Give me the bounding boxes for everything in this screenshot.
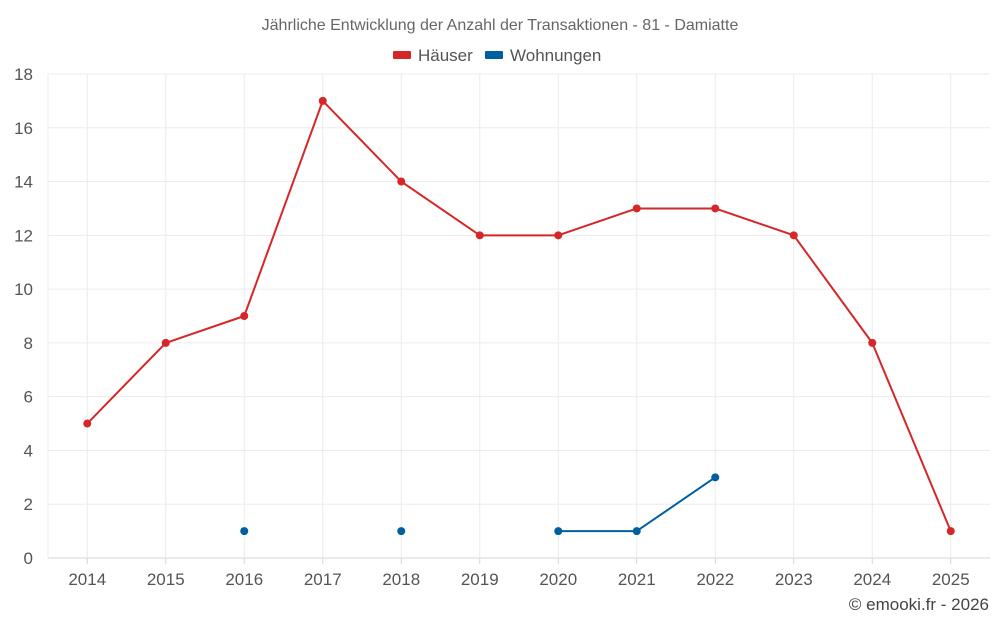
x-tick-label-2021: 2021 [618,570,656,589]
data-point-hauser-2015[interactable] [161,338,170,347]
y-tick-label-2: 2 [24,495,33,514]
x-tick-label-2023: 2023 [775,570,813,589]
axes: 0 2 4 6 8 10 12 14 16 18 2014 2015 2016 2017 2018 2019 2… [14,65,990,589]
grid [47,73,990,558]
data-point-hauser-2021[interactable] [632,204,641,213]
data-point-hauser-2016[interactable] [240,312,249,320]
x-tick-label-2025: 2025 [932,570,970,589]
series [83,96,955,536]
y-tick-label-0: 0 [24,549,33,568]
x-tick-label-2022: 2022 [696,570,734,589]
y-tick-label-18: 18 [14,65,33,84]
y-tick-label-6: 6 [24,388,33,407]
data-point-hauser-2025[interactable] [946,527,955,536]
x-tick-label-2018: 2018 [382,570,420,589]
legend-label-wohnungen[interactable]: Wohnungen [510,46,601,65]
data-point-hauser-2020[interactable] [554,231,563,240]
x-tick-label-2014: 2014 [68,570,106,589]
data-point-hauser-2018[interactable] [397,177,406,186]
copyright-credit: © emooki.fr - 2026 [849,595,989,614]
series-line-hauser [86,99,952,532]
data-point-hauser-2022[interactable] [711,204,720,213]
chart-title: Jährliche Entwicklung der Anzahl der Tra… [262,17,739,34]
y-tick-label-16: 16 [14,119,33,138]
data-point-hauser-2014[interactable] [83,419,92,428]
data-point-wohnungen-2016[interactable] [240,527,249,536]
y-tick-label-14: 14 [14,173,33,192]
legend-swatch-hauser [393,51,411,59]
x-tick-label-2024: 2024 [853,570,891,589]
data-point-wohnungen-2022[interactable] [711,473,720,482]
x-tick-label-2019: 2019 [461,570,499,589]
y-tick-label-8: 8 [24,334,33,353]
data-point-hauser-2019[interactable] [475,231,484,240]
x-tick-label-2017: 2017 [304,570,342,589]
x-tick-label-2020: 2020 [539,570,577,589]
y-tick-label-10: 10 [14,280,33,299]
data-point-wohnungen-2018[interactable] [397,527,406,536]
data-point-hauser-2023[interactable] [789,231,798,240]
y-tick-label-4: 4 [24,441,33,460]
y-tick-label-12: 12 [14,226,33,245]
legend: Häuser Wohnungen [393,46,601,65]
data-point-hauser-2017[interactable] [318,96,327,105]
series-wohnungen [240,473,720,536]
data-point-wohnungen-2020[interactable] [554,527,563,536]
data-point-hauser-2024[interactable] [868,338,877,347]
x-tick-label-2016: 2016 [225,570,263,589]
data-point-wohnungen-2021[interactable] [632,527,641,536]
series-hauser [83,96,955,536]
legend-label-hauser[interactable]: Häuser [418,46,473,65]
legend-swatch-wohnungen [485,51,503,59]
x-tick-label-2015: 2015 [147,570,185,589]
